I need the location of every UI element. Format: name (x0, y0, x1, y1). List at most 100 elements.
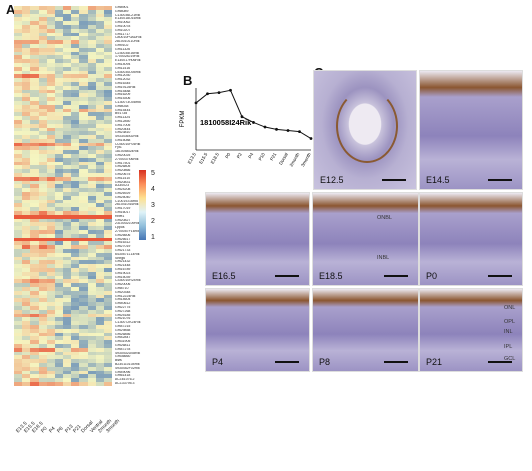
heatmap-cell (63, 62, 72, 67)
heatmap-cell (87, 85, 96, 90)
heatmap-cell (14, 184, 23, 189)
heatmap-cell (79, 78, 88, 82)
heatmap-cell (14, 32, 23, 37)
heatmap-row-label: Gm20348 (115, 290, 131, 294)
heatmap-cell (71, 374, 80, 379)
heatmap-cell (95, 6, 104, 10)
heatmap-cell (103, 302, 113, 306)
heatmap-cell (87, 6, 96, 10)
heatmap-row (14, 192, 113, 196)
heatmap-row (14, 188, 113, 193)
heatmap-cell (87, 59, 96, 63)
heatmap-cell (22, 70, 31, 75)
heatmap-row (14, 55, 113, 60)
heatmap-cell (79, 264, 88, 268)
heatmap-cell (38, 192, 47, 196)
heatmap-cell (63, 195, 72, 200)
heatmap-cell (46, 188, 55, 193)
heatmap-cell (71, 351, 80, 356)
heatmap-row (14, 13, 113, 18)
heatmap-row (14, 305, 113, 310)
heatmap-cell (63, 9, 72, 14)
heatmap-row (14, 180, 113, 185)
heatmap-cell (30, 381, 39, 386)
heatmap-cell (95, 81, 104, 86)
heatmap-cell (46, 203, 55, 208)
heatmap-cell (46, 138, 55, 143)
heatmap-cell (71, 211, 80, 215)
heatmap-cell (71, 55, 80, 60)
heatmap-cell (30, 81, 39, 86)
heatmap-cell (79, 184, 88, 189)
heatmap-cell (79, 298, 88, 303)
heatmap-row-label: B230110L04Rik (115, 362, 140, 366)
heatmap-cell (95, 218, 104, 223)
heatmap-row-label: Gm11324 (115, 116, 131, 120)
heatmap-cell (54, 317, 64, 322)
heatmap-cell (22, 218, 31, 223)
heatmap-cell (87, 70, 96, 75)
heatmap-cell (95, 211, 104, 215)
heatmap-cell (79, 249, 88, 253)
heatmap-row (14, 146, 113, 151)
heatmap-cell (22, 66, 31, 71)
heatmap-cell (54, 211, 64, 215)
heatmap-cell (38, 9, 47, 14)
heatmap-cell (87, 176, 96, 181)
heatmap-row (14, 241, 113, 246)
heatmap-cell (22, 24, 31, 29)
heatmap-row (14, 321, 113, 325)
heatmap-cell (63, 104, 72, 109)
heatmap-cell (30, 271, 39, 276)
heatmap-cell (63, 321, 72, 325)
heatmap-cell (103, 355, 113, 360)
heatmap-cell (38, 317, 47, 322)
heatmap-cell (14, 362, 23, 367)
heatmap-cell (95, 340, 104, 344)
heatmap-cell (14, 211, 23, 215)
heatmap-cell (103, 89, 113, 94)
heatmap-cell (38, 123, 47, 128)
heatmap-cell (79, 271, 88, 276)
heatmap-cell (63, 180, 72, 185)
heatmap-cell (22, 131, 31, 136)
heatmap-cell (54, 264, 64, 268)
heatmap-cell (22, 173, 31, 177)
heatmap-cell (79, 17, 88, 22)
heatmap-cell (63, 294, 72, 299)
heatmap-cell (54, 366, 64, 371)
heatmap-cell (95, 381, 104, 386)
heatmap-cell (79, 324, 88, 329)
heatmap-cell (30, 74, 39, 79)
heatmap-cell (22, 286, 31, 291)
heatmap-cell (79, 226, 88, 231)
heatmap-row (14, 233, 113, 238)
heatmap-cell (87, 89, 96, 94)
heatmap-cell (46, 154, 55, 158)
heatmap-cell (87, 199, 96, 204)
heatmap-cell (30, 24, 39, 29)
heatmap-cell (22, 43, 31, 48)
heatmap-cell (54, 374, 64, 379)
heatmap-cell (22, 89, 31, 94)
heatmap-cell (71, 355, 80, 360)
heatmap-cell (71, 154, 80, 158)
heatmap-cell (54, 188, 64, 193)
heatmap-cell (46, 165, 55, 170)
heatmap-cell (46, 313, 55, 318)
heatmap-cell (79, 59, 88, 63)
heatmap-cell (38, 351, 47, 356)
heatmap-cell (22, 267, 31, 272)
heatmap-cell (71, 51, 80, 56)
heatmap-cell (30, 286, 39, 291)
heatmap-cell (87, 203, 96, 208)
heatmap-cell (95, 286, 104, 291)
heatmap-cell (30, 47, 39, 52)
heatmap-cell (103, 381, 113, 386)
heatmap-cell (14, 176, 23, 181)
heatmap-cell (22, 116, 31, 120)
heatmap-cell (87, 165, 96, 170)
heatmap-cell (95, 55, 104, 60)
heatmap-cell (63, 313, 72, 318)
data-point (229, 88, 232, 92)
